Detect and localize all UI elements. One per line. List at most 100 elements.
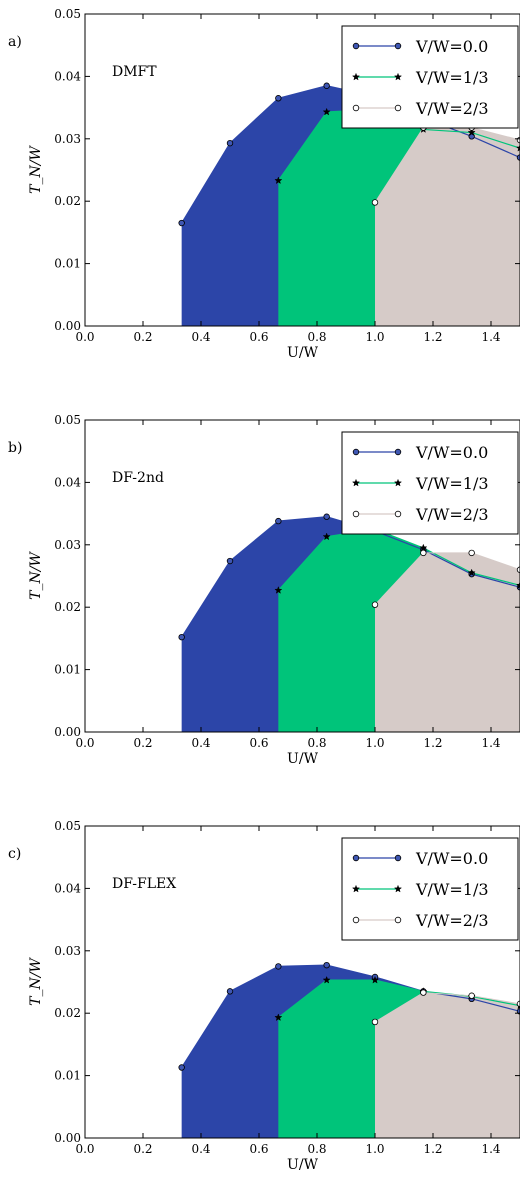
legend-box <box>341 837 519 941</box>
legend-entry: V/W=1/3 <box>415 880 489 899</box>
y-tick-label: 0.01 <box>54 663 81 677</box>
marker-series-1-point <box>322 975 331 984</box>
marker-series-0-point <box>226 988 234 995</box>
legend-marker-2 <box>394 510 402 518</box>
legend-box <box>341 431 519 535</box>
y-axis-label: T_N/W <box>28 957 44 1006</box>
marker-series-2-point <box>468 992 475 999</box>
x-axis-label: U/W <box>287 345 319 361</box>
x-axis-label: U/W <box>287 751 319 767</box>
marker-series-0-point <box>516 154 520 161</box>
marker-series-0-point <box>226 139 234 147</box>
x-tick-label: 0.8 <box>307 736 326 750</box>
y-tick-label: 0.00 <box>54 1131 81 1145</box>
legend-marker-2 <box>394 916 402 924</box>
plot-frame <box>84 13 520 327</box>
y-tick-label: 0.00 <box>54 319 81 333</box>
x-tick-label: 0.4 <box>191 736 210 750</box>
legend-marker-1 <box>393 884 403 893</box>
y-tick-label: 0.01 <box>54 1069 81 1083</box>
y-tick-label: 0.02 <box>54 194 81 208</box>
legend-entry: V/W=2/3 <box>415 99 489 118</box>
y-tick-label: 0.02 <box>54 600 81 614</box>
marker-series-0-point <box>178 1064 185 1071</box>
panel-label: a) <box>8 34 22 50</box>
x-tick-label: 1.2 <box>423 1142 442 1156</box>
marker-series-0-point <box>275 517 282 525</box>
y-axis-label: T_N/W <box>28 145 44 194</box>
marker-series-1-point <box>467 568 476 577</box>
method-label: DF-FLEX <box>112 876 176 892</box>
line-series-0 <box>181 964 520 1068</box>
x-tick-label: 1.0 <box>365 1142 384 1156</box>
legend-marker-1 <box>351 884 361 893</box>
marker-series-2-point <box>420 549 427 557</box>
marker-series-0-point <box>275 963 282 970</box>
legend-marker-2 <box>352 510 360 518</box>
marker-series-2-point <box>371 601 379 608</box>
legend-entry: V/W=0.0 <box>415 849 488 868</box>
marker-series-2-point <box>371 1018 379 1026</box>
marker-series-2-point <box>516 566 520 573</box>
marker-series-1-point <box>467 128 476 137</box>
marker-series-2-point <box>468 549 475 557</box>
legend-marker-0 <box>394 42 402 50</box>
x-tick-label: 1.4 <box>481 330 500 344</box>
legend-marker-2 <box>352 916 360 924</box>
y-tick-label: 0.04 <box>54 69 81 83</box>
x-tick-label: 0.8 <box>307 1142 326 1156</box>
x-tick-label: 0.6 <box>249 736 268 750</box>
marker-series-0-point <box>323 513 330 520</box>
x-tick-label: 1.0 <box>365 736 384 750</box>
x-tick-label: 1.0 <box>365 330 384 344</box>
x-tick-label: 0.6 <box>249 330 268 344</box>
y-tick-label: 0.05 <box>54 819 81 833</box>
y-tick-label: 0.05 <box>54 7 81 21</box>
line-series-2 <box>374 992 520 1023</box>
y-tick-label: 0.03 <box>54 944 81 958</box>
x-tick-label: 0.0 <box>75 330 94 344</box>
x-tick-label: 1.4 <box>481 1142 500 1156</box>
legend-entry: V/W=2/3 <box>415 505 489 524</box>
y-tick-label: 0.03 <box>54 132 81 146</box>
x-tick-label: 0.2 <box>133 736 152 750</box>
marker-series-1-point <box>322 532 331 541</box>
legend-marker-2 <box>394 104 402 112</box>
marker-series-0-point <box>226 557 234 565</box>
plot-frame <box>84 419 520 733</box>
y-tick-label: 0.05 <box>54 413 81 427</box>
panel-label: b) <box>8 440 22 456</box>
x-tick-label: 1.2 <box>423 330 442 344</box>
marker-series-1-point <box>274 176 283 185</box>
legend-marker-0 <box>352 448 360 456</box>
marker-series-1-point <box>419 543 428 552</box>
x-tick-label: 0.0 <box>75 1142 94 1156</box>
x-tick-label: 0.8 <box>307 330 326 344</box>
marker-series-0-point <box>323 82 330 89</box>
legend-marker-1 <box>351 72 361 81</box>
marker-series-1-point <box>274 1013 283 1022</box>
marker-series-1-point <box>274 586 283 594</box>
x-tick-label: 0.4 <box>191 1142 210 1156</box>
marker-series-0-point <box>178 219 185 227</box>
method-label: DMFT <box>112 64 157 80</box>
legend-entry: V/W=2/3 <box>415 911 489 930</box>
line-series-1 <box>277 528 520 591</box>
legend: V/W=0.0 V/W=1/3 V/W=2/3 <box>341 837 519 941</box>
legend-marker-0 <box>394 854 402 862</box>
y-axis-label: T_N/W <box>28 551 44 600</box>
marker-series-0-point <box>178 633 185 641</box>
legend-marker-0 <box>394 448 402 456</box>
chart-panel-1: 0.0 0.2 0.4 0.6 0.8 1.0 1.2 1.4 0.00 0.01 0.02 0.03… <box>8 7 520 361</box>
x-tick-label: 1.2 <box>423 736 442 750</box>
legend-marker-2 <box>352 104 360 112</box>
x-tick-label: 0.2 <box>133 1142 152 1156</box>
x-tick-label: 1.4 <box>481 736 500 750</box>
panel-label: c) <box>8 846 21 862</box>
method-label: DF-2nd <box>112 470 164 486</box>
legend-entry: V/W=1/3 <box>415 68 489 87</box>
legend-entry: V/W=0.0 <box>415 37 488 56</box>
legend-marker-1 <box>351 478 361 487</box>
legend-marker-0 <box>352 854 360 862</box>
